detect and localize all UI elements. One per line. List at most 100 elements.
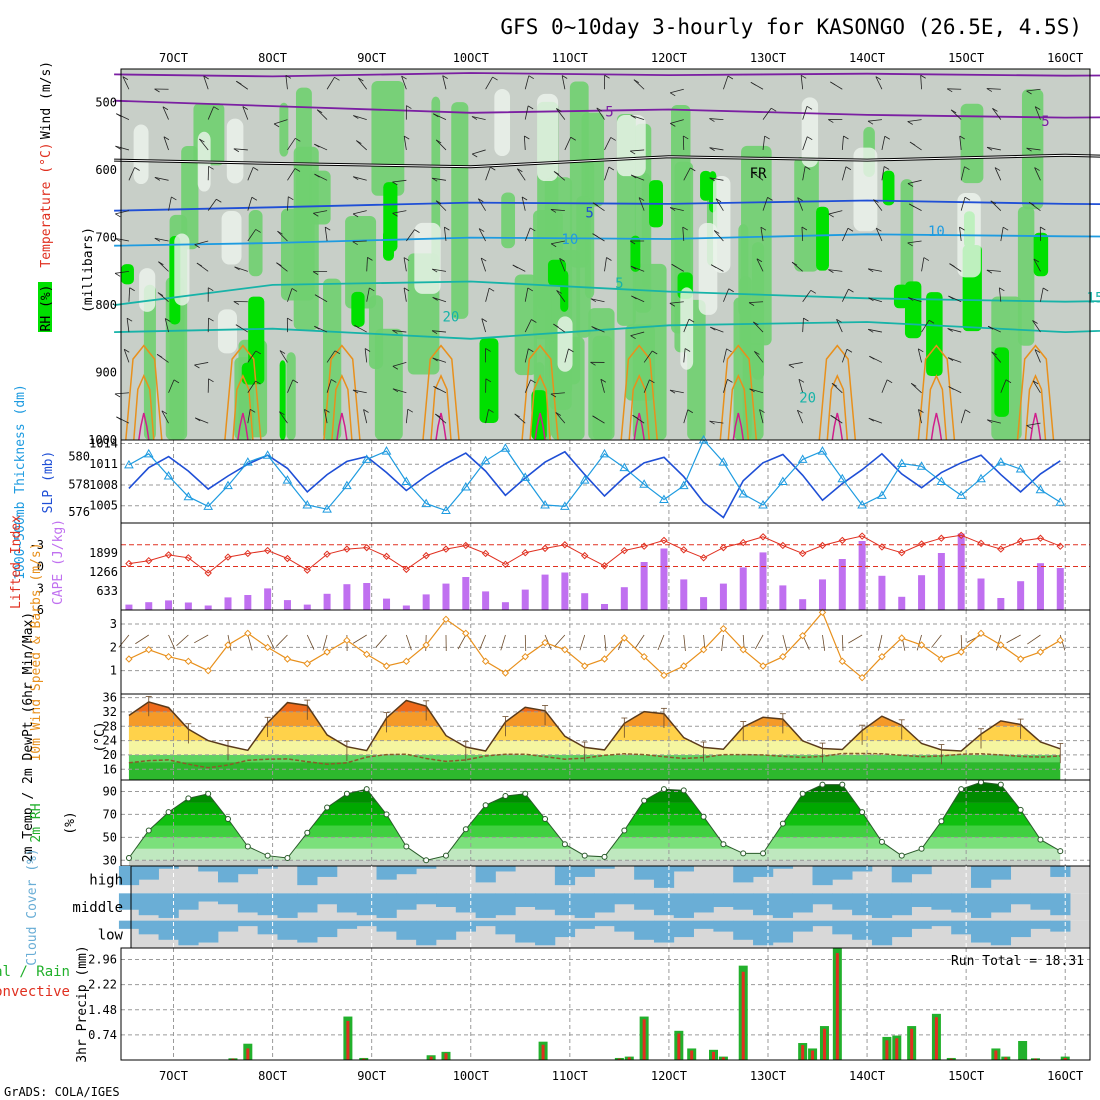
wind-barb-flag [709, 177, 715, 182]
wind-barb-flag [770, 107, 777, 112]
wind-barb-flag [965, 409, 971, 414]
wind-barb-flag [869, 355, 875, 360]
cape-bar [739, 567, 747, 610]
wind-barb-flag [726, 348, 732, 353]
rh-tick-label: 50 [103, 830, 117, 844]
wind-barb-flag [314, 325, 320, 330]
wind-barb [947, 328, 962, 333]
wind-barb-flag [171, 196, 177, 201]
li-marker [283, 554, 292, 563]
wind-barb-flag [959, 226, 965, 231]
wind-barb [161, 410, 169, 424]
rh-legend-swatch [38, 282, 52, 332]
temp-band [128, 700, 1061, 712]
wind-barb-flag [629, 150, 636, 155]
wind-barb-flag [157, 292, 164, 296]
wind-speed-marker [680, 662, 688, 670]
wind-barb-flag [291, 288, 298, 292]
cloud-cell-high [594, 866, 615, 869]
wind-barb-flag [1002, 226, 1009, 231]
chart-title: GFS 0~10day 3-hourly for KASONGO (26.5E,… [500, 15, 1082, 39]
precip-convective-bar [1004, 1057, 1008, 1060]
wind-barb [596, 107, 605, 120]
wind-speed-marker [977, 629, 985, 638]
rh-region-moist [279, 102, 289, 157]
wind-barb-flag [154, 237, 161, 242]
wind-barb-flag [652, 350, 658, 355]
wind-barb-flag [798, 378, 805, 383]
wind-speed-marker [937, 655, 946, 663]
wind-barb [881, 166, 885, 181]
rh-region-dry [226, 118, 244, 184]
wind-barb-flag [292, 379, 299, 384]
wind-speed-marker [660, 671, 668, 680]
wind-speed-marker [898, 634, 906, 642]
wind-barb [158, 261, 169, 272]
cape-bar [957, 533, 965, 610]
wind-barb [802, 166, 806, 181]
wind-speed-marker [600, 655, 609, 663]
wind-barb-flag [403, 135, 410, 140]
isotherm-lowlevel [422, 344, 460, 441]
wind-barb [868, 328, 883, 333]
precip-convective-bar [801, 1045, 805, 1060]
cloud-cell-low [376, 920, 397, 932]
rh-band [128, 782, 1061, 792]
wind-barb-flag [868, 417, 875, 422]
wind-barb-flag [233, 148, 240, 153]
pressure-tick-label: 800 [95, 298, 117, 312]
cape-bar [184, 602, 192, 610]
rh-region-dry [494, 89, 511, 157]
cape-bar [541, 574, 549, 610]
isotherm-10 [114, 233, 1100, 247]
wind-barb-flag [592, 415, 598, 420]
wind-barb-flag [432, 357, 438, 362]
isotherm-lowlevel [336, 412, 348, 441]
wind-barb [991, 351, 1002, 363]
isotherm-lowlevel [534, 412, 546, 441]
wind-barb [918, 409, 922, 424]
li-axis-label: Lifted Index [9, 515, 24, 609]
thickness-marker [738, 488, 749, 498]
wind-barb [1000, 227, 1004, 242]
cape-tick-label: 1899 [89, 546, 118, 560]
li-marker [997, 545, 1005, 553]
contour-label: 5 [585, 206, 593, 222]
wind-barb-10m [118, 634, 130, 648]
rh-unit-label: (%) [63, 811, 78, 834]
thickness-marker [223, 480, 233, 490]
cloud-cell-low [396, 920, 417, 940]
wind-barb-10m [352, 634, 367, 644]
wind-barb-flag [688, 318, 695, 323]
cloud-cell-high [574, 866, 595, 877]
rh-band [128, 791, 1061, 803]
cape-bar [125, 604, 133, 610]
isotherm-lowlevel [237, 412, 249, 441]
cloud-cell-middle [634, 893, 655, 910]
precip-convective-bar [246, 1048, 250, 1060]
wind-barb [921, 257, 925, 272]
pressure-axis-label: (millibars) [81, 227, 96, 313]
wind-barb-flag [669, 389, 676, 394]
cloud-axis-label: Cloud Cover (%) [25, 848, 40, 965]
wind-barb-flag [1042, 287, 1049, 292]
cloud-cell-low [1010, 920, 1031, 938]
wind-barb [559, 258, 566, 272]
wind-barb-flag [669, 302, 676, 307]
wind-speed-marker [125, 655, 133, 663]
wind-barb-flag [527, 287, 534, 292]
pressure-tick-label: 500 [95, 96, 117, 110]
wind-barb-flag [369, 287, 375, 292]
wind-barb [405, 409, 409, 424]
wind-barb-flag [669, 207, 676, 211]
isotherm-lowlevel [323, 344, 361, 441]
wind-speed-marker [323, 648, 331, 656]
cloud-cell-high [1050, 866, 1071, 877]
wind-barb-flag [559, 258, 565, 262]
wind-barb [713, 230, 724, 242]
wind-barb [723, 348, 727, 363]
wind-barb-flag [876, 227, 882, 232]
wind-barb [561, 75, 566, 90]
cloud-cell-high [990, 866, 1012, 880]
